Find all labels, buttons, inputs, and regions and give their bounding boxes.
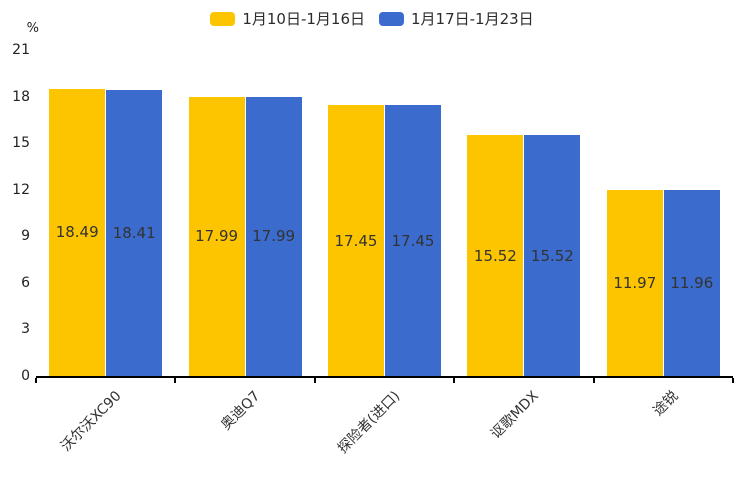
value-label-series0-cat2: 17.45 bbox=[334, 231, 378, 250]
bar-series0-cat4 bbox=[606, 190, 663, 376]
legend-swatch-icon bbox=[210, 11, 236, 26]
bar-series1-cat2 bbox=[385, 105, 441, 376]
y-tick-label-18: 18 bbox=[12, 88, 30, 105]
legend: 1月10日-1月16日 1月17日-1月23日 bbox=[0, 8, 744, 29]
value-label-series1-cat2: 17.45 bbox=[391, 231, 435, 250]
y-tick-label-0: 0 bbox=[21, 368, 30, 384]
bar-series1-cat3 bbox=[524, 135, 581, 376]
y-tick-label-15: 15 bbox=[12, 135, 30, 152]
bar-series0-cat0 bbox=[49, 88, 106, 376]
value-label-series1-cat0: 18.41 bbox=[112, 224, 156, 243]
category-label-2: 探险者(进口) bbox=[334, 388, 403, 457]
bar-series1-cat1 bbox=[245, 96, 302, 376]
x-axis-tick-0 bbox=[35, 378, 37, 383]
x-axis-tick-1 bbox=[174, 378, 177, 383]
value-label-series0-cat4: 11.97 bbox=[613, 274, 657, 293]
x-axis-tick-4 bbox=[592, 378, 595, 383]
y-axis-unit-label: % bbox=[26, 21, 39, 36]
legend-item-1[interactable]: 1月17日-1月23日 bbox=[379, 8, 534, 29]
value-label-series0-cat3: 15.52 bbox=[473, 246, 517, 265]
bar-series1-cat0 bbox=[106, 90, 163, 376]
category-label-0: 沃尔沃XC90 bbox=[57, 388, 125, 455]
category-label-4: 途锐 bbox=[650, 388, 682, 420]
x-axis-tick-2 bbox=[313, 378, 316, 383]
value-label-series0-cat0: 18.49 bbox=[55, 223, 99, 242]
category-label-1: 奥迪Q7 bbox=[218, 388, 264, 434]
y-tick-label-12: 12 bbox=[12, 181, 30, 198]
value-label-series0-cat1: 17.99 bbox=[195, 227, 239, 246]
bar-series0-cat2 bbox=[328, 105, 384, 376]
y-tick-label-3: 3 bbox=[21, 321, 30, 338]
category-label-3: 讴歌MDX bbox=[488, 388, 543, 443]
x-axis-line bbox=[36, 376, 733, 378]
value-label-series1-cat3: 15.52 bbox=[530, 246, 574, 265]
legend-item-0[interactable]: 1月10日-1月16日 bbox=[210, 8, 365, 29]
x-axis-tick-5 bbox=[732, 378, 734, 383]
y-tick-label-21: 21 bbox=[12, 42, 30, 58]
bar-series0-cat1 bbox=[188, 96, 245, 376]
value-label-series1-cat4: 11.96 bbox=[670, 274, 714, 293]
x-axis-tick-3 bbox=[453, 378, 456, 383]
value-label-series1-cat1: 17.99 bbox=[252, 227, 296, 246]
y-tick-label-6: 6 bbox=[21, 274, 30, 291]
y-tick-label-9: 9 bbox=[21, 228, 30, 245]
legend-swatch-icon bbox=[379, 11, 404, 26]
bar-series1-cat4 bbox=[663, 190, 720, 376]
bar-series0-cat3 bbox=[467, 135, 524, 376]
legend-item-label: 1月17日-1月23日 bbox=[411, 10, 534, 28]
legend-item-label: 1月10日-1月16日 bbox=[242, 10, 365, 28]
